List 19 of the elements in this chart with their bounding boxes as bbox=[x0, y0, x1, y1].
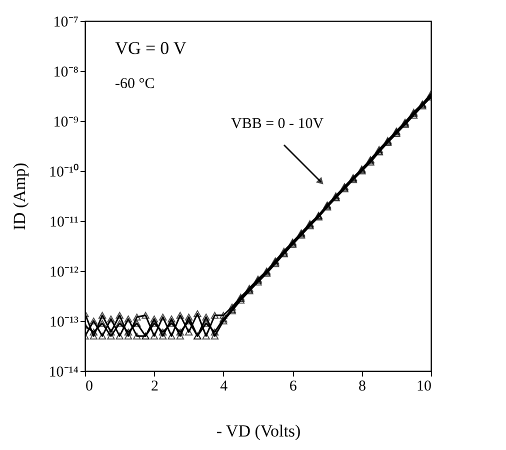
y-axis-title: ID (Amp) bbox=[10, 162, 29, 230]
x-axis-title: - VD (Volts) bbox=[216, 422, 301, 440]
y-tick-label: 10⁻¹⁴ bbox=[48, 364, 78, 380]
x-tick-label: 4 bbox=[220, 378, 228, 394]
y-tick-label: 10⁻⁸ bbox=[53, 64, 78, 80]
x-tick-label: 0 bbox=[86, 378, 93, 394]
x-tick-label: 10 bbox=[416, 378, 432, 394]
x-tick-label: 2 bbox=[150, 378, 158, 394]
annotation: VBB = 0 - 10V bbox=[231, 116, 324, 132]
x-tick-label: 6 bbox=[289, 378, 298, 394]
x-tick-label: 8 bbox=[358, 378, 366, 394]
y-tick-label: 10⁻¹⁰ bbox=[49, 164, 78, 180]
y-tick-label: 10⁻⁷ bbox=[53, 14, 78, 30]
y-tick-label: 10⁻¹¹ bbox=[50, 214, 78, 230]
annotation: -60 °C bbox=[115, 76, 155, 92]
annotation: VG = 0 V bbox=[115, 38, 186, 58]
y-tick-label: 10⁻¹² bbox=[50, 264, 79, 280]
y-tick-label: 10⁻⁹ bbox=[53, 114, 78, 130]
y-tick-label: 10⁻¹³ bbox=[50, 314, 79, 330]
